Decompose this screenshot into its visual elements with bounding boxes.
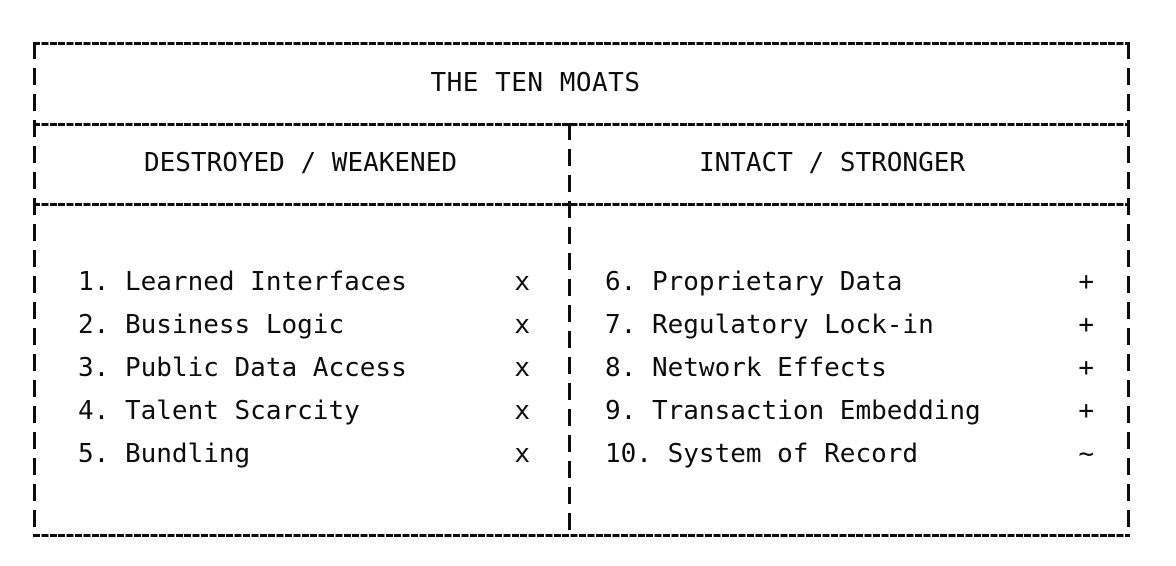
column-divider (568, 123, 571, 537)
border-top (33, 42, 1130, 45)
moat-item-text: 9. Transaction Embedding (605, 396, 981, 426)
status-marker: x (514, 267, 530, 297)
title-separator-line (33, 123, 1130, 126)
border-bottom (33, 534, 1130, 537)
border-right (1127, 42, 1130, 537)
table-title: THE TEN MOATS (430, 67, 641, 98)
status-marker: + (1078, 267, 1094, 297)
column-header-destroyed: DESTROYED / WEAKENED (33, 123, 568, 203)
moat-item: 9. Transaction Embedding + (605, 390, 1094, 433)
moat-item: 2. Business Logic x (78, 304, 530, 347)
status-marker: x (514, 310, 530, 340)
moat-item-text: 2. Business Logic (78, 310, 345, 340)
title-row: THE TEN MOATS (33, 42, 1130, 123)
column-header-label: DESTROYED / WEAKENED (143, 148, 458, 178)
moat-item-text: 6. Proprietary Data (605, 267, 903, 297)
header-separator-line (33, 203, 1130, 206)
status-marker: + (1078, 310, 1094, 340)
column-header-label: INTACT / STRONGER (698, 148, 966, 178)
moat-item-text: 4. Talent Scarcity (78, 396, 360, 426)
moat-item: 7. Regulatory Lock-in + (605, 304, 1094, 347)
moat-item: 6. Proprietary Data + (605, 261, 1094, 304)
column-intact-items: 6. Proprietary Data + 7. Regulatory Lock… (568, 203, 1130, 537)
status-marker: + (1078, 396, 1094, 426)
status-marker: ~ (1078, 439, 1094, 469)
moat-item: 1. Learned Interfaces x (78, 261, 530, 304)
header-row: DESTROYED / WEAKENED INTACT / STRONGER (33, 123, 1130, 203)
status-marker: x (514, 353, 530, 383)
moat-item: 3. Public Data Access x (78, 347, 530, 390)
moat-item-text: 3. Public Data Access (78, 353, 407, 383)
border-left (33, 42, 36, 537)
column-destroyed-items: 1. Learned Interfaces x 2. Business Logi… (33, 203, 568, 537)
moat-item-text: 7. Regulatory Lock-in (605, 310, 934, 340)
column-header-intact: INTACT / STRONGER (568, 123, 1130, 203)
moat-item-text: 5. Bundling (78, 439, 251, 469)
moat-item: 10. System of Record ~ (605, 433, 1094, 476)
moat-item: 5. Bundling x (78, 433, 530, 476)
table-body: 1. Learned Interfaces x 2. Business Logi… (33, 203, 1130, 537)
moat-item-text: 1. Learned Interfaces (78, 267, 407, 297)
status-marker: x (514, 439, 530, 469)
moat-item: 4. Talent Scarcity x (78, 390, 530, 433)
moat-item: 8. Network Effects + (605, 347, 1094, 390)
status-marker: + (1078, 353, 1094, 383)
moat-item-text: 10. System of Record (605, 439, 919, 469)
status-marker: x (514, 396, 530, 426)
moat-item-text: 8. Network Effects (605, 353, 887, 383)
moats-table: THE TEN MOATS DESTROYED / WEAKENED INTAC… (33, 42, 1130, 537)
